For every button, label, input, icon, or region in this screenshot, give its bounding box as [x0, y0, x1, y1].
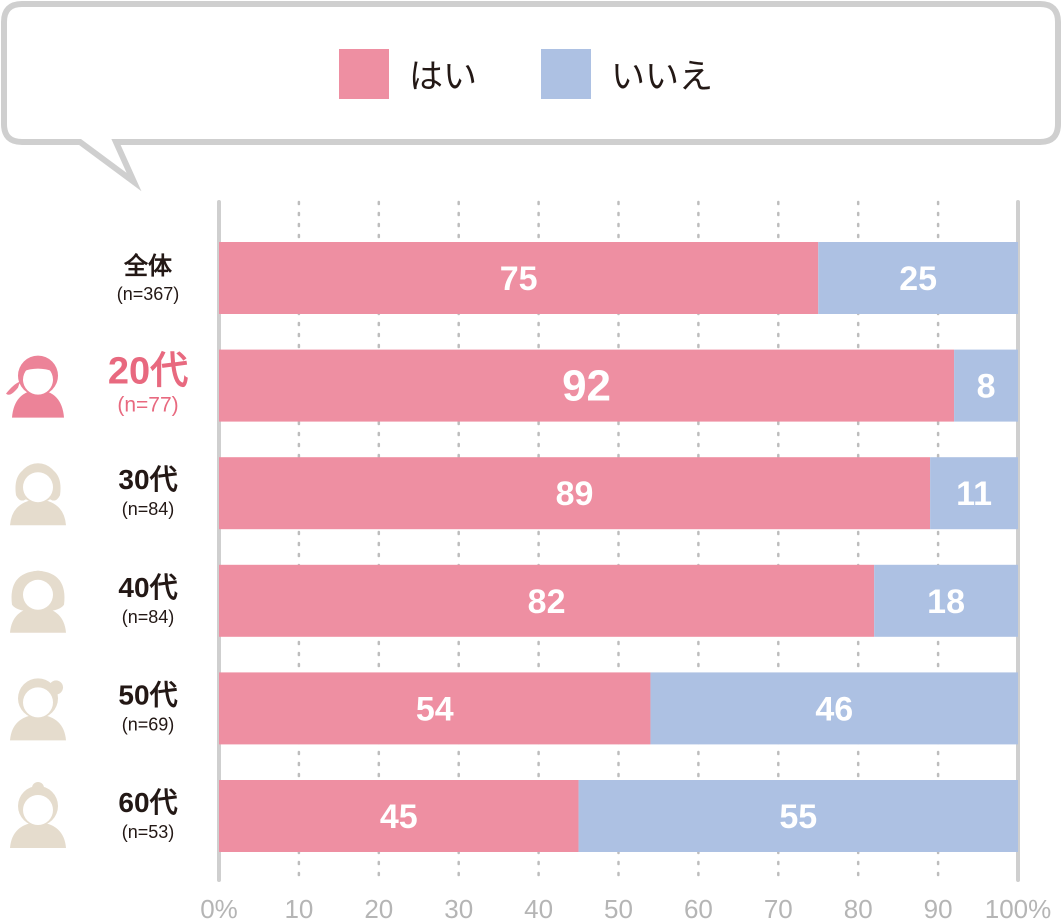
icon-face [23, 364, 53, 395]
data-label: 92 [562, 362, 611, 411]
icon-hair [22, 362, 54, 372]
bar-row-3: 82 18 [219, 564, 1018, 637]
bar-no-5 [578, 780, 1018, 852]
x-tick-label: 50 [604, 894, 633, 919]
icon-shape [6, 381, 64, 418]
category-label: 60代 [118, 787, 177, 818]
data-label: 55 [779, 798, 817, 836]
legend-bubble [1, 1, 1061, 192]
x-tick-label: 80 [844, 894, 873, 919]
x-tick-label: 70 [764, 894, 793, 919]
x-tick-label: 20 [364, 894, 393, 919]
x-tick-label: 60 [684, 894, 713, 919]
category-n: (n=69) [122, 714, 175, 734]
x-tick-label: 30 [444, 894, 473, 919]
legend-swatch-1 [541, 49, 591, 99]
data-label: 8 [977, 368, 996, 406]
bar-yes-1 [219, 349, 955, 422]
woman-ponytail-icon [6, 355, 64, 418]
woman-bun-icon [10, 678, 66, 741]
data-label: 46 [815, 690, 853, 728]
legend-label-1: いいえ [611, 57, 713, 97]
icon-face [23, 687, 53, 718]
data-label: 89 [556, 475, 594, 513]
x-tick-label: 90 [924, 894, 953, 919]
bar-yes-2 [219, 457, 931, 530]
bar-row-2: 89 11 [219, 457, 1018, 530]
category-n: (n=77) [117, 394, 178, 417]
bar-no-1 [954, 349, 1018, 422]
bar-yes-0 [219, 242, 819, 314]
bar-row-1: 92 8 [219, 349, 1018, 422]
woman-long-hair-icon [10, 570, 66, 633]
bar-row-4: 54 46 [219, 672, 1018, 745]
x-tick-label: 40 [524, 894, 553, 919]
bar-yes-5 [219, 780, 579, 852]
bar-row-0: 75 25 [219, 242, 1018, 314]
woman-topknot-icon [10, 782, 66, 848]
woman-bob-icon [10, 463, 66, 526]
data-label: 54 [416, 690, 454, 728]
x-tick-label: 10 [284, 894, 313, 919]
bar-yes-3 [219, 564, 875, 637]
legend-label-0: はい [409, 57, 477, 97]
x-tick-label: 100% [985, 894, 1052, 919]
data-label: 45 [380, 798, 418, 836]
icon-face [23, 472, 53, 503]
bar-no-4 [650, 672, 1018, 745]
data-label: 25 [899, 260, 937, 298]
category-label: 全体 [123, 252, 173, 280]
icon-face [23, 579, 53, 610]
category-label: 30代 [118, 464, 177, 495]
bar-yes-4 [219, 672, 651, 745]
icon-shape [10, 680, 66, 741]
category-label: 20代 [108, 351, 188, 393]
icon-shape [10, 782, 66, 848]
data-label: 18 [927, 583, 965, 621]
category-n: (n=53) [122, 822, 175, 842]
category-n: (n=367) [117, 284, 180, 304]
bar-row-5: 45 55 [219, 780, 1018, 852]
bar-no-2 [930, 457, 1018, 530]
icon-face [23, 795, 53, 825]
x-tick-label: 0% [200, 894, 238, 919]
data-label: 11 [956, 475, 992, 513]
data-label: 75 [500, 260, 538, 298]
category-label: 40代 [118, 572, 177, 603]
category-n: (n=84) [122, 607, 175, 627]
category-label: 50代 [118, 679, 177, 710]
legend-swatch-0 [339, 49, 389, 99]
bar-no-0 [818, 242, 1018, 314]
category-n: (n=84) [122, 499, 175, 519]
data-label: 82 [528, 583, 566, 621]
bar-no-3 [874, 564, 1018, 637]
